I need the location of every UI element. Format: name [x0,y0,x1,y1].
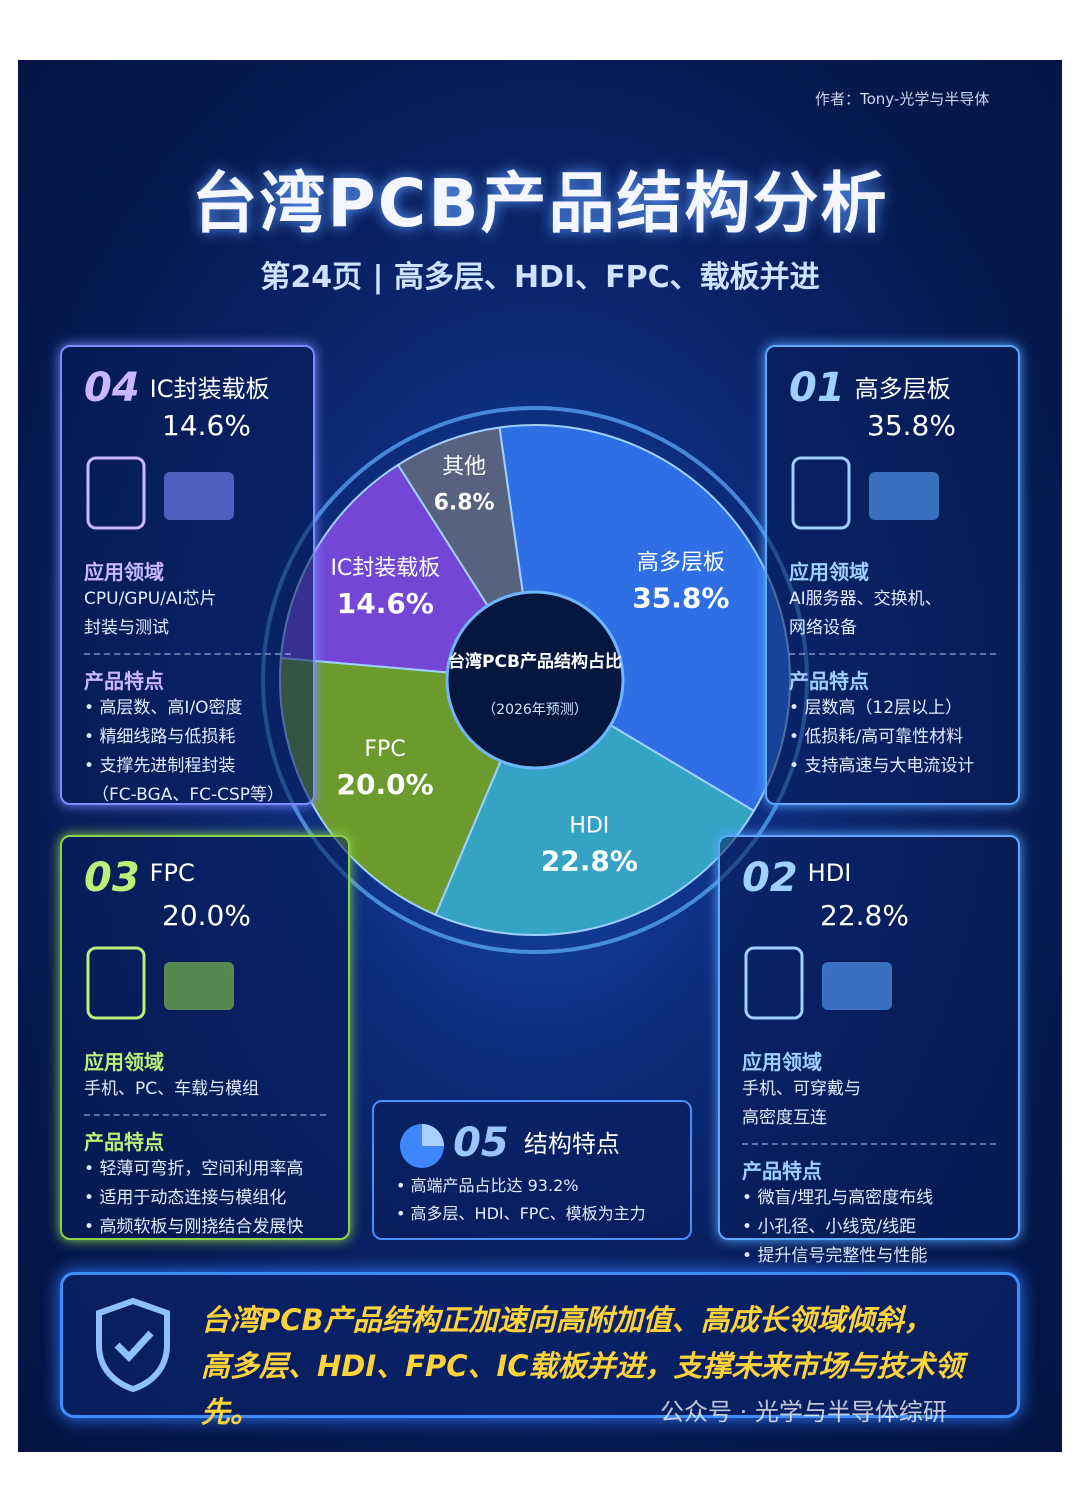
section-title: 产品特点 [742,1159,822,1183]
section-title: 应用领域 [742,1050,822,1074]
watermark: 公众号 · 光学与半导体综研 [660,1398,947,1426]
summary-line: 高多层、HDI、FPC、IC载板并进，支撑未来市场与技术领先。 [201,1349,964,1429]
card: 01 高多层板 35.8% 应用领域 AI服务器、交换机、网络设备产品特点层数高（12层… [765,345,1020,805]
slice-value: 22.8% [541,844,638,877]
icon [86,946,146,1020]
card-name: 高多层板 [854,375,951,403]
structure-item: 高多层、HDI、FPC、模板为主力 [396,1200,668,1228]
slice-value: 35.8% [632,581,729,614]
separator [742,1143,996,1145]
summary-line: 台湾PCB产品结构正加速向高附加值、高成长领域倾斜， [201,1303,933,1337]
slice-label: FPC [364,737,405,762]
summary-banner: 台湾PCB产品结构正加速向高附加值、高成长领域倾斜， 高多层、HDI、FPC、I… [60,1272,1020,1429]
structure-card: 05 结构特点 高端产品占比达 93.2%高多层、HDI、FPC、模板为主力 [372,1100,692,1240]
feature: 轻薄可弯折，空间利用率高 [84,1155,326,1184]
center-note: （2026年预测） [482,702,588,718]
card-number: 01 [789,365,845,411]
page-title: 台湾PCB产品结构分析 [191,165,889,242]
card-percent: 35.8% [867,409,956,442]
section-title: 应用领域 [789,560,869,584]
separator [84,653,291,655]
icon [791,456,851,530]
card-name: HDI [807,859,852,887]
subtitle: 第24页 | 高多层、HDI、FPC、载板并进 [260,260,820,295]
feature: 微盲/埋孔与高密度布线 [742,1184,996,1213]
slice-label: IC封装载板 [330,556,440,581]
card-percent: 20.0% [162,899,251,932]
card-percent: 22.8% [820,899,909,932]
card-icons [744,946,892,1020]
section-title: 产品特点 [84,669,164,693]
feature: 精细线路与低损耗 [84,723,291,752]
card-number: 05 [453,1120,509,1166]
application: 封装与测试 [84,618,169,638]
feature: 支持高速与大电流设计 [789,752,996,781]
card-percent: 14.6% [162,409,251,442]
pie-icon [400,1124,444,1168]
card: 04 IC封装载板 14.6% 应用领域 CPU/GPU/AI芯片封装与测试产品特点高层… [60,345,315,805]
application: 手机、PC、车载与模组 [84,1079,260,1099]
card-title: 结构特点 [523,1130,620,1158]
card-icons [791,456,939,530]
donut-hole [445,590,625,770]
card-number: 02 [742,855,798,901]
card-name: IC封装载板 [149,375,270,403]
center-title: 台湾PCB产品结构占比 [448,651,622,672]
feature: 小孔径、小线宽/线距 [742,1213,996,1242]
card: 03 FPC 20.0% 应用领域手机、PC、车载与模组产品特点轻薄可弯折，空间利用率… [60,835,350,1240]
slice-label: 高多层板 [637,550,725,575]
feature: 提升信号完整性与性能 [742,1242,996,1271]
slice-value: 20.0% [336,768,433,801]
feature: 低损耗/高可靠性材料 [789,723,996,752]
slice-value: 14.6% [337,587,434,620]
card: 02 HDI 22.8% 应用领域手机、可穿戴与高密度互连产品特点微盲/埋孔与高密度布… [718,835,1020,1266]
separator [789,653,996,655]
card-number: 03 [84,855,140,901]
feature: 高层数、高I/O密度 [84,694,291,723]
card-number: 04 [84,365,140,411]
application: AI服务器、交换机、 [789,589,942,609]
section-title: 产品特点 [789,669,869,693]
shield-icon [96,1297,170,1393]
feature: 支撑先进制程封装 [84,752,291,781]
author: 作者：Tony-光学与半导体 [815,90,990,108]
icon [744,946,804,1020]
separator [84,1114,326,1116]
feature: 适用于动态连接与模组化 [84,1184,326,1213]
icon [164,472,234,520]
application: 手机、可穿戴与 [742,1079,861,1099]
feature: 高频软板与刚挠结合发展快 [84,1213,326,1242]
icon [822,962,892,1010]
section-title: 应用领域 [84,560,164,584]
structure-item: 高端产品占比达 93.2% [396,1172,668,1200]
section-title: 产品特点 [84,1130,164,1154]
application: 高密度互连 [742,1108,827,1128]
card-name: FPC [149,859,195,887]
slice-label: 其他 [442,455,486,480]
icon [164,962,234,1010]
card-icons [86,946,234,1020]
feature-note: （FC-BGA、FC-CSP等） [92,785,285,805]
icon [869,472,939,520]
icon [86,456,146,530]
slice-label: HDI [569,813,609,838]
feature: 层数高（12层以上） [789,694,996,723]
section-title: 应用领域 [84,1050,164,1074]
application: 网络设备 [789,618,857,638]
slice-value: 6.8% [434,491,495,516]
card-icons [86,456,234,530]
application: CPU/GPU/AI芯片 [84,589,217,609]
